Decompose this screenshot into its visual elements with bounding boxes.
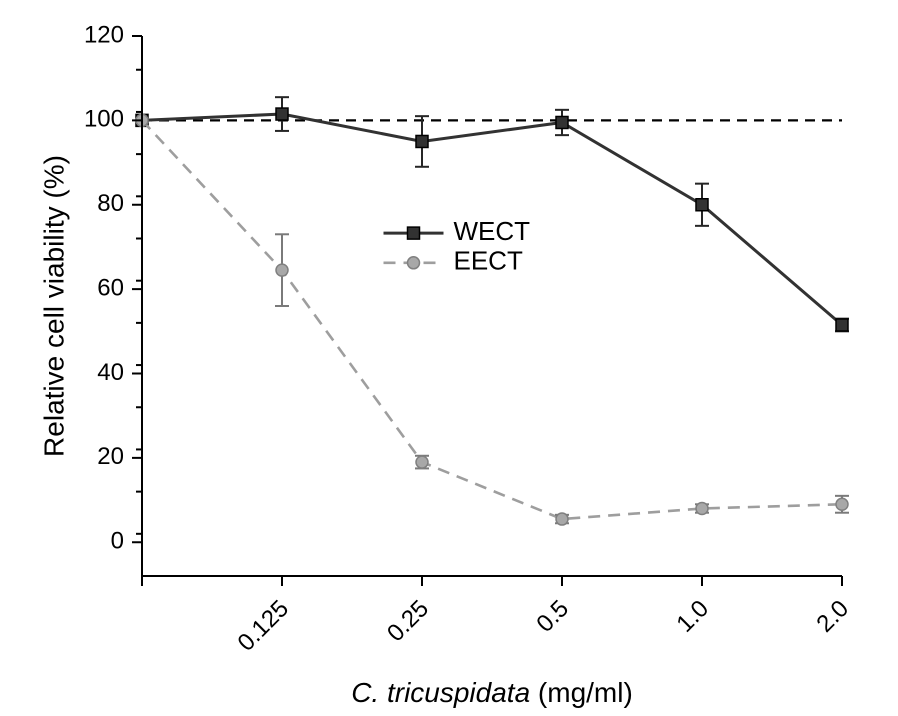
y-tick-label: 100 xyxy=(84,106,124,133)
y-tick-label: 80 xyxy=(97,190,124,217)
y-tick-label: 0 xyxy=(111,528,124,555)
legend-marker-eect xyxy=(408,257,420,269)
marker-eect xyxy=(696,503,708,515)
legend-label-wect: WECT xyxy=(454,216,531,246)
y-tick-label: 20 xyxy=(97,443,124,470)
marker-eect xyxy=(276,264,288,276)
y-tick-label: 60 xyxy=(97,274,124,301)
marker-wect xyxy=(416,135,428,147)
marker-wect xyxy=(276,108,288,120)
chart-svg: 0204060801001200.1250.250.51.02.0Relativ… xyxy=(0,0,898,716)
y-axis-label: Relative cell viability (%) xyxy=(38,155,69,457)
marker-eect xyxy=(556,513,568,525)
legend-marker-wect xyxy=(408,227,420,239)
y-tick-label: 40 xyxy=(97,359,124,386)
chart-background xyxy=(0,0,898,716)
y-tick-label: 120 xyxy=(84,21,124,48)
marker-eect xyxy=(416,456,428,468)
legend-label-eect: EECT xyxy=(454,246,523,276)
marker-wect xyxy=(696,199,708,211)
marker-eect xyxy=(836,498,848,510)
viability-chart: 0204060801001200.1250.250.51.02.0Relativ… xyxy=(0,0,898,716)
marker-wect xyxy=(556,116,568,128)
x-axis-label: C. tricuspidata (mg/ml) xyxy=(351,677,633,708)
marker-wect xyxy=(836,319,848,331)
